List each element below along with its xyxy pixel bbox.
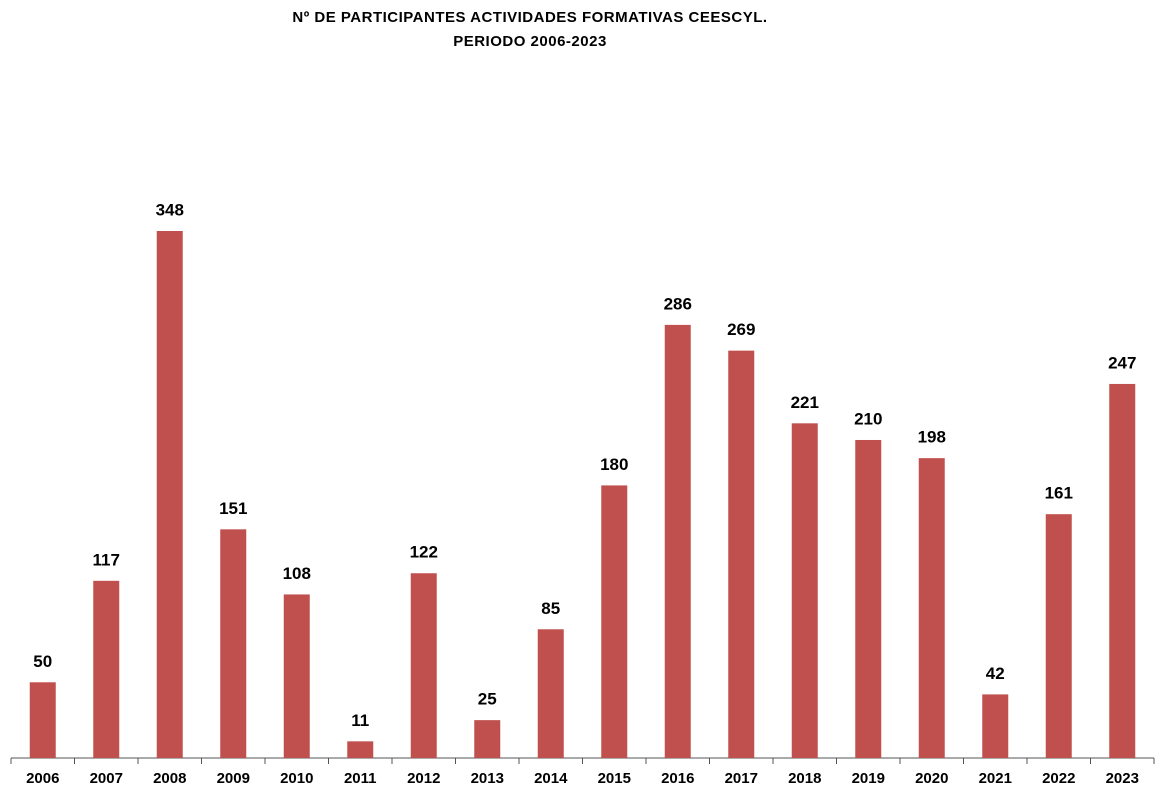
chart-title: PERIODO 2006-2023 (453, 33, 607, 50)
x-tick-label: 2013 (471, 770, 504, 787)
bar (664, 324, 691, 758)
x-tick-label: 2014 (534, 770, 568, 787)
x-tick-label: 2022 (1042, 770, 1075, 787)
x-tick-label: 2016 (661, 770, 694, 787)
data-label: 286 (664, 294, 692, 313)
bar (982, 694, 1009, 758)
data-label: 11 (351, 711, 369, 730)
data-label: 269 (727, 320, 755, 339)
data-label: 210 (854, 409, 882, 428)
x-tick-label: 2020 (915, 770, 948, 787)
data-label: 85 (541, 599, 560, 618)
x-tick-label: 2010 (280, 770, 313, 787)
data-label: 151 (219, 499, 247, 518)
x-tick-label: 2018 (788, 770, 821, 787)
x-tick-label: 2007 (90, 770, 123, 787)
bar (728, 350, 755, 758)
bar (791, 423, 818, 758)
x-tick-label: 2006 (26, 770, 59, 787)
data-label: 198 (918, 428, 946, 447)
bar (156, 231, 183, 758)
data-label: 25 (478, 690, 497, 709)
bar (1045, 514, 1072, 758)
x-tick-label: 2008 (153, 770, 186, 787)
bar (283, 594, 310, 758)
data-label: 122 (410, 543, 438, 562)
bar (1109, 383, 1136, 758)
x-tick-label: 2019 (852, 770, 885, 787)
bar (601, 485, 628, 758)
bar (220, 529, 247, 758)
bar (918, 458, 945, 758)
bar (855, 439, 882, 758)
x-tick-label: 2017 (725, 770, 758, 787)
bar (347, 741, 374, 758)
x-tick-label: 2009 (217, 770, 250, 787)
data-label: 42 (986, 664, 1005, 683)
bar (93, 580, 120, 758)
chart-title: Nº DE PARTICIPANTES ACTIVIDADES FORMATIV… (292, 9, 767, 26)
data-label: 108 (283, 564, 311, 583)
x-tick-label: 2023 (1106, 770, 1139, 787)
x-tick-label: 2012 (407, 770, 440, 787)
x-tick-label: 2021 (979, 770, 1012, 787)
data-label: 221 (791, 393, 819, 412)
data-label: 117 (93, 550, 120, 569)
bar (537, 629, 564, 758)
bar (410, 573, 437, 758)
data-label: 247 (1108, 353, 1136, 372)
data-label: 50 (33, 652, 52, 671)
data-label: 348 (156, 200, 184, 219)
bar (29, 682, 56, 758)
data-label: 161 (1045, 484, 1073, 503)
x-tick-label: 2015 (598, 770, 631, 787)
bar (474, 720, 501, 758)
data-label: 180 (600, 455, 628, 474)
x-tick-label: 2011 (344, 770, 377, 787)
